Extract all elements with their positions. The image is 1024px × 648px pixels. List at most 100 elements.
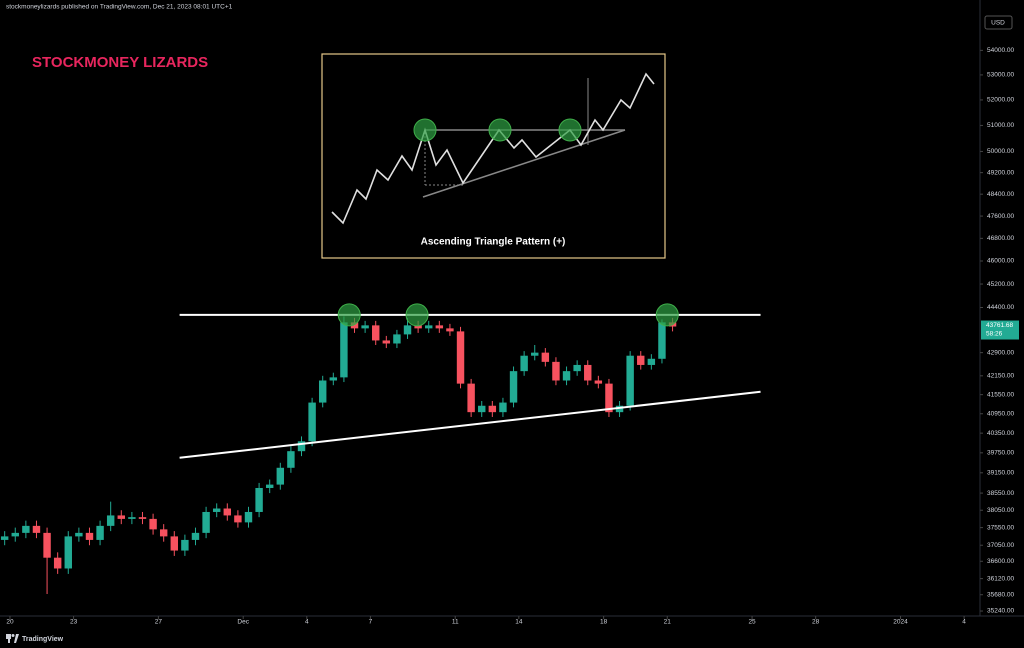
y-tick-label: 50000.00 (987, 148, 1014, 155)
candle-body (584, 364, 592, 381)
candle-body (106, 515, 115, 526)
candle-body (255, 487, 263, 512)
candle-body (637, 355, 645, 365)
y-tick-label: 53000.00 (987, 72, 1014, 79)
last-price-box (981, 320, 1019, 340)
candle-body (53, 557, 62, 569)
y-tick-label: 35240.00 (987, 608, 1014, 615)
x-tick-label: 4 (305, 619, 309, 626)
candle-body (552, 361, 560, 381)
y-tick-label: 38550.00 (987, 490, 1014, 497)
candle-body (96, 525, 104, 540)
x-tick-label: 27 (155, 619, 163, 626)
candle-body (0, 536, 9, 540)
y-tick-label: 44400.00 (987, 304, 1014, 311)
candle-body (149, 518, 157, 530)
candle-body (393, 334, 401, 344)
inset-touch (413, 118, 437, 142)
candle-body (181, 539, 189, 551)
candle-body (244, 511, 253, 523)
y-tick-label: 39750.00 (987, 450, 1014, 457)
candle-body (456, 331, 465, 384)
y-tick-label: 42150.00 (987, 373, 1014, 380)
y-tick-label: 47600.00 (987, 213, 1014, 220)
x-tick-label: 7 (369, 619, 373, 626)
candle-body (488, 405, 497, 413)
currency-box (984, 15, 1013, 30)
candle-body (467, 383, 475, 413)
y-tick-label: 38050.00 (987, 507, 1014, 514)
trendline (179, 390, 761, 459)
x-tick-label: 18 (600, 619, 608, 626)
inset-price-path (331, 72, 655, 225)
x-tick-label: 14 (515, 619, 523, 626)
y-tick-label: 40350.00 (987, 430, 1014, 437)
inset-touch (488, 118, 512, 142)
highlight (405, 303, 429, 327)
candle-body (64, 536, 72, 569)
candle-body (85, 532, 94, 540)
candle-body (22, 525, 30, 533)
y-tick-label: 40950.00 (987, 410, 1014, 417)
candle-body (647, 358, 656, 365)
currency: USD (991, 20, 1005, 27)
candle-body (509, 371, 518, 403)
candle-body (75, 532, 83, 537)
candle-body (191, 532, 200, 540)
candle-body (11, 532, 19, 537)
y-tick-label: 52000.00 (987, 97, 1014, 104)
candle-body (340, 322, 348, 378)
inset: Ascending Triangle Pattern (+) (321, 53, 666, 259)
candle-body (594, 380, 603, 384)
candle-body (202, 511, 210, 533)
candle-body (276, 467, 285, 485)
candle-body (562, 371, 571, 381)
inset-support (422, 129, 626, 198)
logo-mark (14, 634, 19, 643)
candle-body (446, 328, 454, 332)
candle-body (212, 508, 221, 512)
candle-body (573, 364, 581, 372)
candle-body (297, 441, 306, 452)
candle-body (287, 451, 295, 468)
footer-logo: TradingView (6, 634, 64, 643)
candle-body (615, 405, 624, 413)
candle-body (170, 536, 178, 551)
candle-body (223, 508, 232, 516)
candle-body (32, 525, 41, 533)
candle-body (138, 517, 147, 519)
x-tick-label: 28 (812, 619, 820, 626)
x-tick-label: 23 (70, 619, 78, 626)
y-tick-label: 46800.00 (987, 235, 1014, 242)
candle-body (318, 380, 327, 403)
inset-caption: Ascending Triangle Pattern (+) (421, 237, 566, 248)
highlight (655, 303, 679, 327)
candle-body (128, 517, 136, 519)
y-tick-label: 37050.00 (987, 542, 1014, 549)
candle-body (117, 515, 125, 519)
y-tick-label: 35680.00 (987, 591, 1014, 598)
y-tick-label: 36120.00 (987, 575, 1014, 582)
header: stockmoneylizards published on TradingVi… (6, 4, 233, 11)
y-tick-label: 51000.00 (987, 122, 1014, 129)
x-tick-label: Dec (237, 619, 249, 626)
x-tick-label: 25 (748, 619, 756, 626)
candle-body (531, 352, 539, 356)
highlight (337, 303, 361, 327)
y-tick-label: 37550.00 (987, 524, 1014, 531)
inset-frame (321, 53, 666, 259)
y-tick-label: 54000.00 (987, 47, 1014, 54)
candle-body (361, 325, 369, 329)
candle-body (382, 340, 391, 344)
countdown: 58:26 (986, 331, 1003, 338)
y-tick-label: 42900.00 (987, 349, 1014, 356)
y-tick-label: 46000.00 (987, 258, 1014, 265)
y-tick-label: 36600.00 (987, 558, 1014, 565)
candle-body (350, 322, 359, 329)
candle-body (605, 383, 613, 413)
chart-title: STOCKMONEY LIZARDS (32, 54, 208, 71)
candle-body (329, 377, 338, 381)
candle-body (541, 352, 550, 362)
